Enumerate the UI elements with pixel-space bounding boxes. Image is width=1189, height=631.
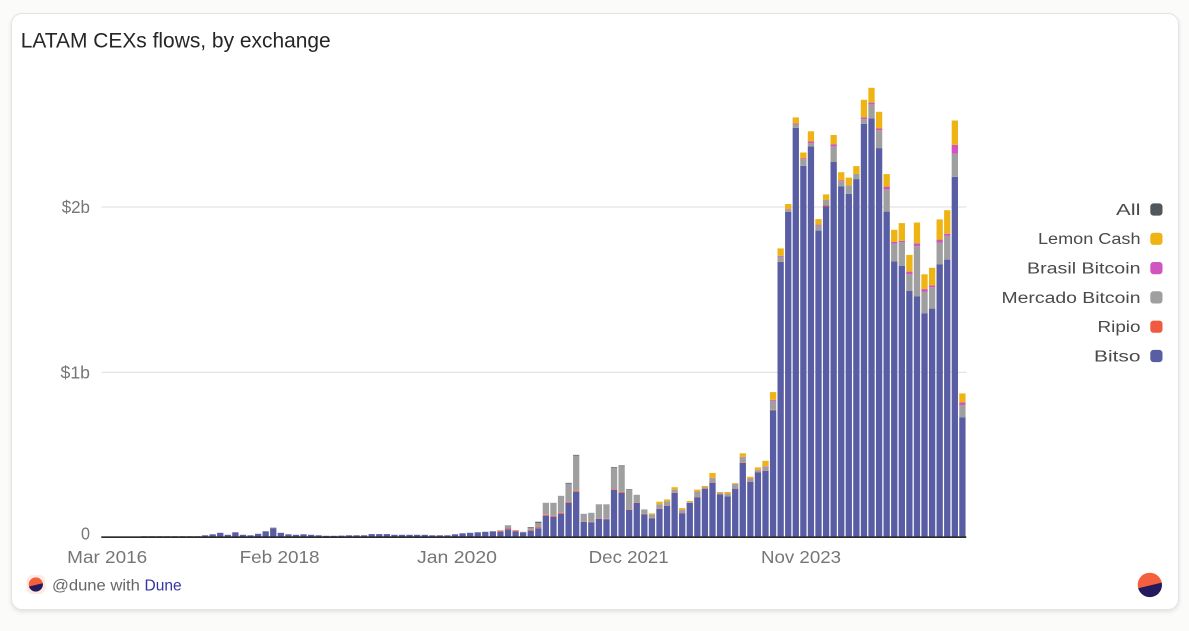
svg-text:0: 0	[81, 524, 90, 544]
svg-text:$2b: $2b	[62, 197, 90, 217]
svg-text:Mar 2016: Mar 2016	[67, 547, 147, 567]
svg-text:@dune with Dune: @dune with Dune	[52, 577, 182, 594]
svg-text:Ripio: Ripio	[1098, 319, 1141, 336]
svg-text:Dec 2021: Dec 2021	[589, 547, 669, 567]
svg-text:$1b: $1b	[61, 363, 91, 383]
svg-text:Lemon Cash: Lemon Cash	[1038, 231, 1141, 248]
svg-text:Bitso: Bitso	[1094, 348, 1141, 365]
svg-text:Brasil Bitcoin: Brasil Bitcoin	[1027, 261, 1141, 278]
svg-text:Nov 2023: Nov 2023	[761, 547, 841, 567]
svg-text:LATAM CEXs flows, by exchange: LATAM CEXs flows, by exchange	[21, 29, 331, 53]
svg-text:Jan 2020: Jan 2020	[417, 547, 497, 567]
svg-text:Mercado Bitcoin: Mercado Bitcoin	[1002, 290, 1141, 307]
svg-text:Feb 2018: Feb 2018	[240, 547, 320, 567]
svg-text:All: All	[1116, 202, 1141, 219]
